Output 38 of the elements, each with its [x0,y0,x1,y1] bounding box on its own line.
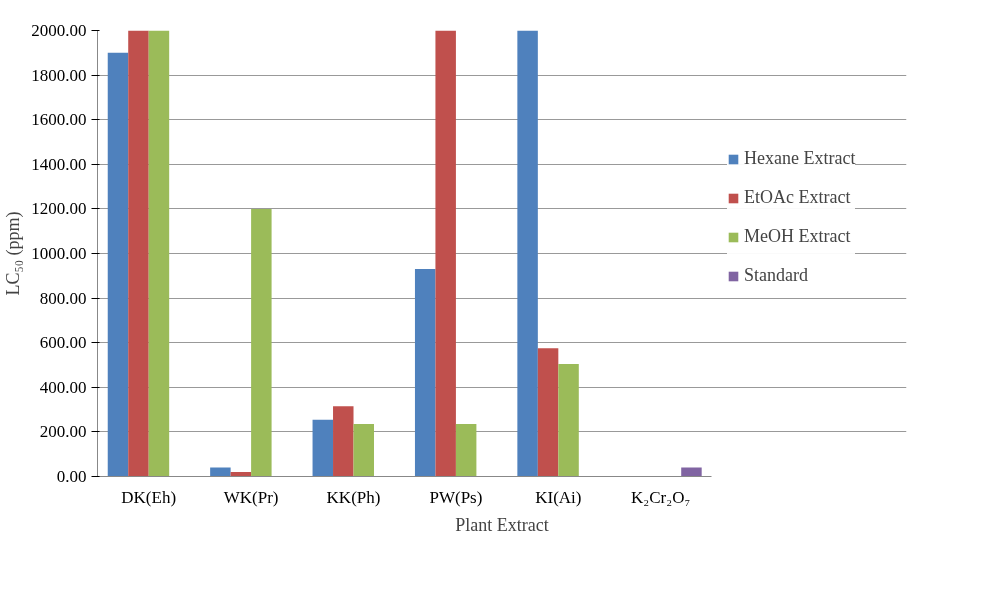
y-tick-label: 1200.00 [31,199,87,219]
y-axis-title: LC₅₀ (ppm) [3,211,25,296]
y-tick-label: 600.00 [39,333,87,353]
legend-label: Hexane Extract [744,148,856,169]
y-tick-label: 1800.00 [31,65,87,85]
y-tick-label: 2000.00 [31,21,87,40]
bar [435,30,456,477]
x-axis-title: Plant Extract [455,514,549,535]
y-tick-label: 400.00 [39,377,87,397]
x-tick-label: WK(Pr) [223,487,279,507]
bar [414,269,436,477]
x-tick-label: DK(Eh) [121,487,177,507]
legend-label: MeOH Extract [744,226,851,247]
y-tick-label: 200.00 [39,422,87,442]
bar [148,30,170,477]
legend-label: EtOAc Extract [744,187,851,208]
bar [128,30,149,477]
bar [517,30,538,477]
y-tick-label: 800.00 [39,288,87,308]
y-tick-label: 1000.00 [31,244,87,263]
bar [107,52,129,477]
legend-label: Standard [744,265,808,286]
bar [251,208,272,477]
bar [333,406,354,477]
x-tick-label: KK(Ph) [326,487,381,507]
bar [210,467,231,477]
x-tick-label: KI(Ai) [535,487,582,507]
bar [681,467,702,477]
y-tick-label: 0.00 [56,467,87,486]
bar [312,419,334,477]
y-tick-label: 1600.00 [31,110,87,130]
y-tick-label: 1400.00 [31,154,87,174]
bar [537,348,559,477]
x-tick-label: K₂Cr₂O₇ [631,487,691,507]
bar [558,363,579,477]
bar [353,424,374,477]
x-tick-label: PW(Ps) [429,487,483,507]
bar [455,424,477,477]
